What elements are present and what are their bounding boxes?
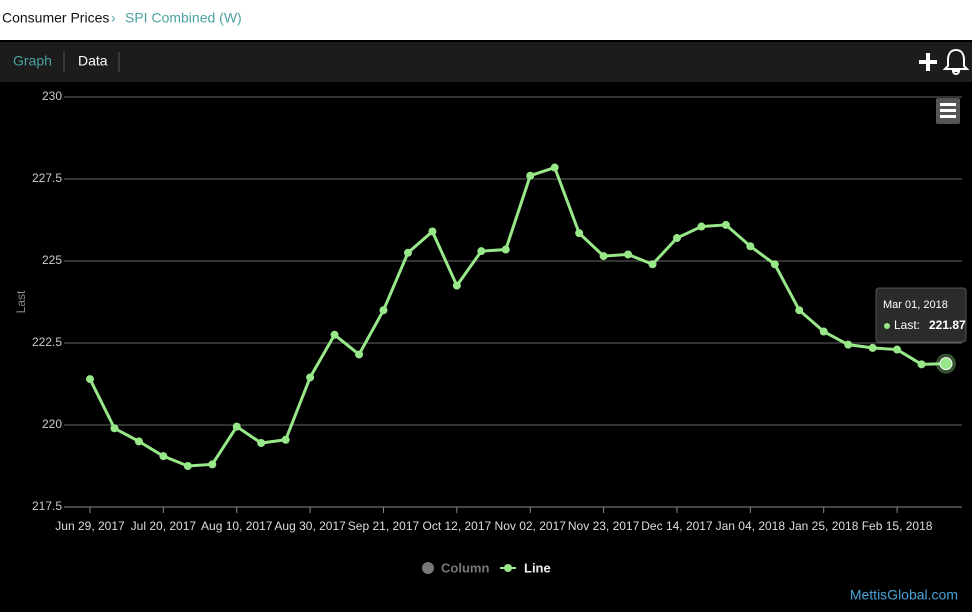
point[interactable] <box>844 340 853 349</box>
tab[interactable]: Graph <box>13 53 52 69</box>
point[interactable] <box>917 360 926 369</box>
point[interactable] <box>526 171 535 180</box>
y-tick-label: 222.5 <box>32 335 62 349</box>
point[interactable] <box>624 250 633 259</box>
point[interactable] <box>648 260 657 269</box>
point[interactable] <box>86 375 94 384</box>
point[interactable] <box>697 222 706 231</box>
footer-link[interactable]: MettisGlobal.com <box>850 587 958 603</box>
tooltip-value: 221.87 <box>929 318 966 332</box>
x-tick-label: Jan 25, 2018 <box>789 519 859 533</box>
x-tick-label: Dec 14, 2017 <box>641 519 713 533</box>
point[interactable] <box>477 247 486 256</box>
point[interactable] <box>746 242 755 251</box>
point[interactable] <box>452 281 461 290</box>
point[interactable] <box>868 343 877 352</box>
y-tick-label: 230 <box>42 89 62 103</box>
point[interactable] <box>939 357 953 371</box>
legend-marker[interactable] <box>504 564 512 572</box>
toolbar <box>0 42 972 82</box>
tooltip-date: Mar 01, 2018 <box>883 299 948 311</box>
tab[interactable]: Data <box>78 53 108 69</box>
point[interactable] <box>159 452 168 461</box>
line-series <box>88 165 947 468</box>
legend-label[interactable]: Line <box>524 560 551 575</box>
point[interactable] <box>110 424 119 433</box>
point[interactable] <box>208 460 217 469</box>
top-bar <box>0 0 972 40</box>
point[interactable] <box>232 422 241 431</box>
point[interactable] <box>599 252 608 261</box>
menu-button[interactable] <box>936 98 960 124</box>
breadcrumb[interactable]: Consumer Prices <box>2 10 109 26</box>
x-tick-label: Aug 30, 2017 <box>274 519 346 533</box>
x-tick-label: Jan 04, 2018 <box>716 519 786 533</box>
point[interactable] <box>672 234 681 243</box>
point[interactable] <box>501 245 510 254</box>
y-tick-label: 225 <box>42 253 62 267</box>
point[interactable] <box>550 163 559 172</box>
point[interactable] <box>403 248 412 257</box>
point[interactable] <box>819 327 828 336</box>
point[interactable] <box>355 350 364 359</box>
point[interactable] <box>257 439 266 448</box>
legend-label[interactable]: Column <box>441 560 489 575</box>
point[interactable] <box>428 227 437 236</box>
point[interactable] <box>183 462 192 470</box>
x-tick-label: Nov 02, 2017 <box>495 519 567 533</box>
y-tick-label: 227.5 <box>32 171 62 185</box>
point[interactable] <box>379 306 388 315</box>
x-tick-label: Feb 15, 2018 <box>862 519 933 533</box>
bell-button[interactable] <box>942 48 970 75</box>
point[interactable] <box>281 435 290 444</box>
point[interactable] <box>306 373 315 382</box>
add-button[interactable] <box>919 53 937 71</box>
point[interactable] <box>770 260 779 269</box>
x-tick-label: Jul 20, 2017 <box>131 519 197 533</box>
x-tick-label: Jun 29, 2017 <box>55 519 125 533</box>
point[interactable] <box>134 437 143 446</box>
point[interactable] <box>575 229 584 238</box>
x-tick-label: Nov 23, 2017 <box>568 519 640 533</box>
tooltip-label: Last: <box>894 318 920 332</box>
point[interactable] <box>795 306 804 315</box>
separator: › <box>111 10 116 26</box>
point[interactable] <box>721 220 730 229</box>
legend-marker[interactable] <box>422 562 434 574</box>
tooltip-dot <box>884 323 890 329</box>
x-tick-label: Oct 12, 2017 <box>422 519 491 533</box>
y-tick-label: 220 <box>42 417 62 431</box>
y-axis-title: Last <box>14 290 28 313</box>
point[interactable] <box>330 330 339 339</box>
tooltip-box <box>875 287 967 343</box>
y-tick-label: 217.5 <box>32 499 62 513</box>
x-tick-label: Sep 21, 2017 <box>348 519 420 533</box>
x-tick-label: Aug 10, 2017 <box>201 519 273 533</box>
point[interactable] <box>893 345 902 354</box>
page-title: SPI Combined (W) <box>125 10 242 26</box>
